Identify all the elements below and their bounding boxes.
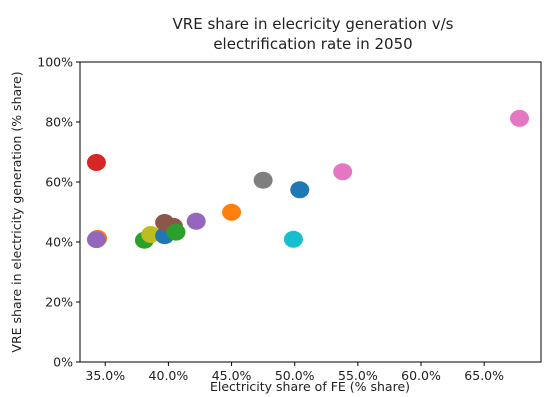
data-point-9: [166, 223, 186, 241]
plot-area-frame: [79, 61, 542, 363]
data-point-11: [222, 203, 242, 221]
data-point-14: [283, 230, 303, 248]
y-tick-label: 20%: [45, 295, 73, 310]
chart-title-line-1: VRE share in elecricity generation v/s: [173, 15, 454, 33]
x-tick-label: 55.0%: [338, 368, 378, 383]
data-point-5: [141, 226, 161, 243]
data-point-12: [253, 171, 273, 189]
data-point-3: [86, 231, 106, 249]
data-point-13: [290, 181, 310, 199]
data-point-15: [333, 163, 353, 181]
x-tick-label: 45.0%: [212, 368, 252, 383]
y-tick-label: 60%: [45, 175, 73, 190]
data-point-16: [510, 109, 530, 127]
y-axis-label: VRE share in electricity generation (% s…: [9, 71, 24, 352]
data-point-1: [86, 154, 106, 171]
x-axis-label: Electricity share of FE (% share): [210, 379, 410, 394]
y-tick-label: 100%: [37, 55, 73, 70]
x-tick-label: 35.0%: [85, 368, 125, 383]
chart-title-line-2: electrification rate in 2050: [213, 35, 412, 53]
x-axis-ticks: 35.0% 40.0% 45.0% 50.0% 55.0% 60.0% 65.0%: [85, 362, 504, 383]
y-axis-ticks: 0% 20% 40% 60% 80% 100%: [37, 55, 80, 370]
x-tick-label: 65.0%: [464, 368, 504, 383]
data-point-10: [186, 212, 206, 230]
y-tick-label: 80%: [45, 115, 73, 130]
x-tick-label: 40.0%: [149, 368, 189, 383]
y-tick-label: 40%: [45, 235, 73, 250]
data-points: [86, 109, 530, 249]
y-tick-label: 0%: [53, 355, 73, 370]
x-tick-label: 50.0%: [275, 368, 315, 383]
x-tick-label: 60.0%: [401, 368, 441, 383]
